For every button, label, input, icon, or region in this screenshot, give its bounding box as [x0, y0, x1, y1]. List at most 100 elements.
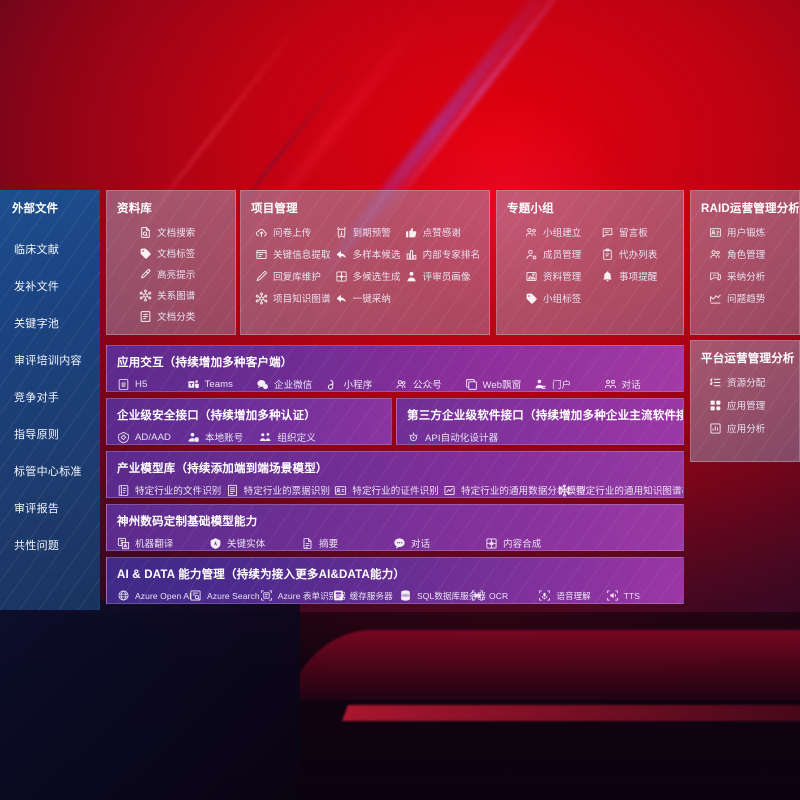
- group-item-message-board[interactable]: 留言板: [601, 225, 673, 239]
- library-item-document-tag[interactable]: 文档标签: [139, 246, 225, 260]
- graph-network-icon: [255, 292, 268, 305]
- industry-item-receipt-recognition[interactable]: 特定行业的票据识别: [226, 483, 335, 497]
- row-base-model-capability: 神州数码定制基础模型能力 机器翻译 关键实体 摘要 对话 内容合成: [106, 504, 684, 551]
- library-item-document-search[interactable]: 文档搜索: [139, 225, 225, 239]
- thirdparty-item-api-designer[interactable]: API自动化设计器: [407, 430, 498, 444]
- sidebar-item-keyword-pool[interactable]: 关键字池: [14, 318, 60, 330]
- html5-icon: [117, 378, 130, 391]
- bell-icon: [601, 270, 614, 283]
- aidata-item-tts[interactable]: TTS: [606, 589, 673, 602]
- industry-item-file-recognition[interactable]: 特定行业的文件识别: [117, 483, 226, 497]
- aidata-item-azure-search[interactable]: Azure Search: [189, 589, 260, 602]
- raid-item-role-management[interactable]: 角色管理: [709, 247, 789, 261]
- interaction-item-wechat-work[interactable]: 企业微信: [256, 377, 326, 391]
- item-label: 小组建立: [543, 228, 582, 239]
- platform-item-app-management[interactable]: 应用管理: [709, 398, 789, 412]
- item-label: 文档分类: [157, 312, 196, 323]
- aidata-item-sql-database-server[interactable]: SQL数据库服务器: [399, 589, 486, 602]
- row-third-party-interface: 第三方企业级软件接口（持续增加多种企业主流软件接口） API自动化设计器: [396, 398, 684, 445]
- project-item-key-info-extract[interactable]: 关键信息提取: [255, 247, 331, 261]
- interaction-item-dialog[interactable]: 对话: [604, 377, 674, 391]
- platform-item-resource-allocation[interactable]: 资源分配: [709, 375, 789, 389]
- sidebar-item-standards-center[interactable]: 标管中心标准: [14, 466, 82, 478]
- chat-bubble-icon: [393, 537, 406, 550]
- sidebar-item-review-report[interactable]: 审评报告: [14, 503, 60, 515]
- platform-item-app-analysis[interactable]: 应用分析: [709, 421, 789, 435]
- api-gear-icon: [407, 431, 420, 444]
- row-security-title: 企业级安全接口（持续增加多种认证）: [117, 410, 316, 422]
- sidebar-item-clinical-literature[interactable]: 临床文献: [14, 244, 60, 256]
- item-label: 成员管理: [543, 250, 582, 261]
- group-item-todo-list[interactable]: 代办列表: [601, 247, 673, 261]
- group-item-event-reminder[interactable]: 事项提醒: [601, 269, 673, 283]
- group-item-group-tag[interactable]: 小组标签: [525, 291, 597, 305]
- industry-item-data-analysis-model[interactable]: 特定行业的通用数据分析模型: [443, 483, 586, 497]
- industry-item-id-recognition[interactable]: 特定行业的证件识别: [334, 483, 443, 497]
- item-label: AD/AAD: [135, 431, 171, 443]
- basemodel-item-machine-translation[interactable]: 机器翻译: [117, 536, 209, 550]
- local-account-icon: [187, 431, 200, 444]
- project-item-multi-sample-candidate[interactable]: 多样本候选: [335, 247, 401, 261]
- group-item-member-management[interactable]: 成员管理: [525, 247, 597, 261]
- row-industry-model-library: 产业模型库（持续添加端到端场景模型） 特定行业的文件识别 特定行业的票据识别 特…: [106, 451, 684, 498]
- project-item-knowledge-graph[interactable]: 项目知识图谱: [255, 291, 331, 305]
- item-label: 特定行业的票据识别: [243, 486, 331, 497]
- sidebar-item-guidelines[interactable]: 指导原则: [14, 429, 60, 441]
- raid-item-adoption-analysis[interactable]: 采纳分析: [709, 269, 789, 283]
- interaction-item-web-popup[interactable]: Web飘窗: [465, 377, 535, 391]
- sidebar-item-review-training[interactable]: 审评培训内容: [14, 355, 82, 367]
- sidebar-item-common-issues[interactable]: 共性问题: [14, 540, 60, 552]
- aidata-item-ocr[interactable]: OCR: [471, 589, 538, 602]
- item-label: 特定行业的证件识别: [352, 486, 439, 497]
- basemodel-item-summary[interactable]: 摘要: [301, 536, 393, 550]
- extract-window-icon: [255, 248, 268, 261]
- library-item-highlight[interactable]: 高亮提示: [139, 267, 225, 281]
- aidata-item-cache-server[interactable]: 缓存服务器: [332, 589, 399, 602]
- interaction-item-teams[interactable]: Teams: [187, 378, 257, 391]
- project-item-thanks[interactable]: 点赞感谢: [405, 225, 481, 239]
- project-item-expiry-alert[interactable]: 到期预警: [335, 225, 401, 239]
- interaction-item-miniprogram[interactable]: 小程序: [326, 377, 396, 391]
- interaction-item-portal[interactable]: 门户: [534, 377, 604, 391]
- basemodel-item-key-entity[interactable]: 关键实体: [209, 536, 301, 550]
- teams-icon: [187, 378, 200, 391]
- library-item-relation-graph[interactable]: 关系图谱: [139, 288, 225, 302]
- project-item-questionnaire-upload[interactable]: 问卷上传: [255, 225, 331, 239]
- voice-icon: [538, 589, 551, 602]
- item-label: 特定行业的通用数据分析模型: [461, 486, 586, 497]
- bar-rank-icon: [405, 248, 418, 261]
- item-label: 应用管理: [727, 401, 766, 412]
- industry-item-knowledge-graph-model[interactable]: 特定行业的通用知识图谱模型: [558, 483, 683, 497]
- group-item-material-management[interactable]: 资料管理: [525, 269, 597, 283]
- row-application-interaction: 应用交互（持续增加多种客户端） H5 Teams 企业微信 小程序 公众号: [106, 345, 684, 392]
- aidata-item-voice-understanding[interactable]: 语音理解: [538, 589, 605, 602]
- panel-group-title: 专题小组: [507, 203, 554, 215]
- item-label: 缓存服务器: [349, 590, 393, 601]
- sidebar-item-competitors[interactable]: 竞争对手: [14, 392, 60, 404]
- raid-item-issue-trend[interactable]: 问题趋势: [709, 291, 789, 305]
- item-label: 到期预警: [352, 228, 392, 239]
- project-item-one-click-adopt[interactable]: 一键采纳: [335, 291, 401, 305]
- aidata-item-azure-open-ai[interactable]: Azure Open AI: [117, 589, 191, 602]
- group-item-create-group[interactable]: 小组建立: [525, 225, 597, 239]
- basemodel-item-content-synthesis[interactable]: 内容合成: [485, 536, 577, 550]
- project-item-internal-expert-rank[interactable]: 内部专家排名: [405, 247, 481, 261]
- security-item-ad-aad[interactable]: AD/AAD: [117, 431, 171, 444]
- pen-icon: [255, 270, 268, 283]
- project-item-multi-candidate-gen[interactable]: 多候选生成: [335, 269, 401, 283]
- file-recognize-icon: [117, 484, 130, 497]
- interaction-item-h5[interactable]: H5: [117, 378, 187, 391]
- library-item-document-category[interactable]: 文档分类: [139, 309, 225, 323]
- security-item-org-definition[interactable]: 组织定义: [259, 430, 316, 444]
- sidebar-item-supplement-docs[interactable]: 发补文件: [14, 281, 60, 293]
- project-item-reply-library[interactable]: 回复库维护: [255, 269, 331, 283]
- sidebar-title: 外部文件: [12, 203, 58, 215]
- arrow-back-icon: [335, 292, 348, 305]
- trend-chart-icon: [709, 292, 722, 305]
- project-item-reviewer-portrait[interactable]: 评审员画像: [405, 269, 481, 283]
- security-item-local-account[interactable]: 本地账号: [187, 430, 243, 444]
- interaction-item-official-account[interactable]: 公众号: [395, 377, 465, 391]
- basemodel-item-dialog[interactable]: 对话: [393, 536, 485, 550]
- raid-item-user-training[interactable]: 用户锻炼: [709, 225, 789, 239]
- aidata-item-form-recognizer[interactable]: Azure 表单识别器: [260, 589, 346, 602]
